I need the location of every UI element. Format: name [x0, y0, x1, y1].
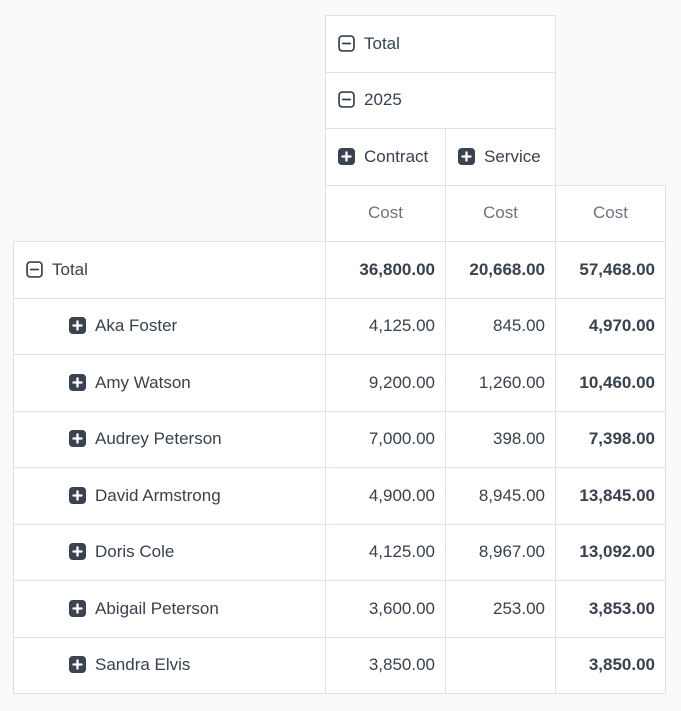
- table-row: Aka Foster 4,125.00 845.00 4,970.00: [13, 297, 666, 355]
- row-header-label: Sandra Elvis: [95, 655, 191, 675]
- column-header-contract-label: Contract: [364, 146, 429, 166]
- column-header-service-label: Service: [484, 146, 541, 166]
- pivot-cell-value: 10,460.00: [555, 354, 666, 412]
- pivot-cell-value: 57,468.00: [555, 241, 666, 299]
- pivot-cell-value: 4,125.00: [325, 297, 446, 355]
- pivot-cell-value: 1,260.00: [445, 354, 556, 412]
- pivot-cell-value: 845.00: [445, 297, 556, 355]
- spacer-cell: [556, 129, 666, 186]
- table-row: Total 36,800.00 20,668.00 57,468.00: [13, 241, 666, 299]
- collapse-minus-square-icon[interactable]: [338, 91, 355, 109]
- pivot-table: Total 2025 Contract Service: [13, 15, 666, 694]
- header-row-total: Total: [14, 15, 666, 73]
- row-header-abigail-peterson[interactable]: Abigail Peterson: [13, 580, 326, 638]
- row-header-label: Aka Foster: [95, 316, 178, 336]
- column-header-contract[interactable]: Contract: [325, 128, 446, 186]
- pivot-cell-value: 13,092.00: [555, 523, 666, 581]
- spacer-cell: [14, 72, 326, 129]
- expand-plus-square-icon[interactable]: [458, 147, 475, 165]
- column-header-total[interactable]: Total: [325, 15, 556, 73]
- spacer-cell: [556, 72, 666, 129]
- pivot-cell-value: [445, 636, 556, 694]
- row-header-label: Doris Cole: [95, 542, 175, 562]
- row-header-doris-cole[interactable]: Doris Cole: [13, 523, 326, 581]
- row-header-label: David Armstrong: [95, 485, 221, 505]
- expand-plus-square-icon[interactable]: [69, 317, 86, 335]
- measure-header-service-cost[interactable]: Cost: [445, 184, 556, 242]
- spacer-cell: [14, 16, 326, 73]
- row-header-label: Audrey Peterson: [95, 429, 222, 449]
- pivot-cell-value: 253.00: [445, 580, 556, 638]
- row-header-total[interactable]: Total: [13, 241, 326, 299]
- pivot-cell-value: 20,668.00: [445, 241, 556, 299]
- expand-plus-square-icon[interactable]: [69, 373, 86, 391]
- measure-header-contract-cost[interactable]: Cost: [325, 184, 446, 242]
- column-header-2025[interactable]: 2025: [325, 71, 556, 129]
- row-header-david-armstrong[interactable]: David Armstrong: [13, 467, 326, 525]
- pivot-cell-value: 3,850.00: [555, 636, 666, 694]
- pivot-cell-value: 13,845.00: [555, 467, 666, 525]
- pivot-cell-value: 3,850.00: [325, 636, 446, 694]
- pivot-cell-value: 7,000.00: [325, 410, 446, 468]
- spacer-cell: [14, 185, 326, 242]
- table-row: Audrey Peterson 7,000.00 398.00 7,398.00: [13, 410, 666, 468]
- expand-plus-square-icon[interactable]: [69, 430, 86, 448]
- spacer-cell: [14, 129, 326, 186]
- row-header-sandra-elvis[interactable]: Sandra Elvis: [13, 636, 326, 694]
- pivot-cell-value: 9,200.00: [325, 354, 446, 412]
- row-header-amy-watson[interactable]: Amy Watson: [13, 354, 326, 412]
- table-row: Sandra Elvis 3,850.00 3,850.00: [13, 636, 666, 694]
- pivot-cell-value: 4,900.00: [325, 467, 446, 525]
- row-header-aka-foster[interactable]: Aka Foster: [13, 297, 326, 355]
- pivot-cell-value: 8,967.00: [445, 523, 556, 581]
- row-header-label: Total: [52, 259, 88, 279]
- header-row-measures: Cost Cost Cost: [14, 184, 666, 242]
- pivot-cell-value: 3,853.00: [555, 580, 666, 638]
- pivot-cell-value: 4,125.00: [325, 523, 446, 581]
- table-row: Doris Cole 4,125.00 8,967.00 13,092.00: [13, 523, 666, 581]
- pivot-cell-value: 7,398.00: [555, 410, 666, 468]
- table-row: Abigail Peterson 3,600.00 253.00 3,853.0…: [13, 580, 666, 638]
- header-row-groups: Contract Service: [14, 128, 666, 186]
- expand-plus-square-icon[interactable]: [69, 599, 86, 617]
- row-header-audrey-peterson[interactable]: Audrey Peterson: [13, 410, 326, 468]
- row-header-label: Abigail Peterson: [95, 598, 219, 618]
- row-header-label: Amy Watson: [95, 372, 191, 392]
- expand-plus-square-icon[interactable]: [69, 656, 86, 674]
- column-header-2025-label: 2025: [364, 90, 402, 110]
- header-row-year: 2025: [14, 71, 666, 129]
- column-header-total-label: Total: [364, 33, 400, 53]
- column-header-service[interactable]: Service: [445, 128, 556, 186]
- pivot-cell-value: 398.00: [445, 410, 556, 468]
- pivot-cell-value: 4,970.00: [555, 297, 666, 355]
- pivot-cell-value: 3,600.00: [325, 580, 446, 638]
- expand-plus-square-icon[interactable]: [69, 486, 86, 504]
- collapse-minus-square-icon[interactable]: [26, 260, 43, 278]
- table-row: Amy Watson 9,200.00 1,260.00 10,460.00: [13, 354, 666, 412]
- spacer-cell: [556, 16, 666, 73]
- table-row: David Armstrong 4,900.00 8,945.00 13,845…: [13, 467, 666, 525]
- collapse-minus-square-icon[interactable]: [338, 34, 355, 52]
- pivot-cell-value: 8,945.00: [445, 467, 556, 525]
- measure-header-total-cost[interactable]: Cost: [555, 184, 666, 242]
- pivot-cell-value: 36,800.00: [325, 241, 446, 299]
- expand-plus-square-icon[interactable]: [338, 147, 355, 165]
- expand-plus-square-icon[interactable]: [69, 543, 86, 561]
